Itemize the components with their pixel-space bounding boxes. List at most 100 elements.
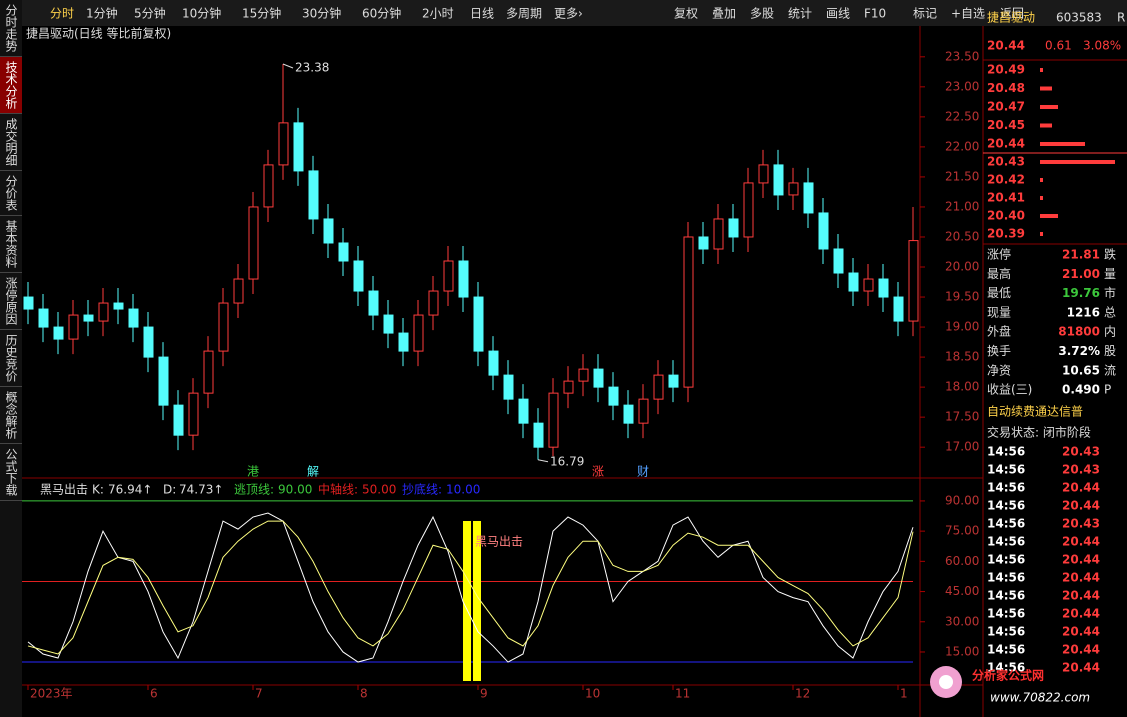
y-tick-label: 22.50 [945, 109, 979, 123]
stat-label: 净资 [987, 363, 1011, 377]
annotation-pointer [282, 63, 294, 69]
period-button[interactable]: 30分钟 [302, 6, 341, 21]
side-tabs: 分时走势 技术分析 成交明细 分价表 基本资料 涨停原因 历史竞价 概念解析 公式下载 [0, 0, 22, 717]
stat-value: 21.81 [1062, 248, 1100, 262]
candle-body [173, 404, 184, 436]
stat-label: 涨停 [987, 247, 1011, 262]
action-button[interactable]: 复权 [674, 7, 698, 21]
ask-volume-bar [1040, 68, 1043, 72]
action-button[interactable]: 统计 [788, 7, 812, 21]
tick-time: 14:56 [987, 499, 1025, 513]
side-tab[interactable]: 概念解析 [0, 387, 22, 444]
tick-price: 20.43 [1062, 445, 1100, 459]
action-button[interactable]: 叠加 [712, 7, 736, 21]
stat-suffix: P [1104, 383, 1111, 397]
action-button[interactable]: F10 [864, 7, 886, 21]
side-tab[interactable]: 分时走势 [0, 0, 22, 57]
side-tab[interactable]: 公式下载 [0, 444, 22, 501]
side-tab[interactable]: 技术分析 [0, 57, 22, 114]
tick-price: 20.44 [1062, 481, 1100, 495]
stat-value: 21.00 [1062, 267, 1100, 281]
tick-price: 20.44 [1062, 571, 1100, 585]
stat-value: 3.72% [1058, 344, 1100, 358]
candle-body [563, 380, 574, 394]
stat-label: 换手 [987, 344, 1011, 358]
candle-body [683, 236, 694, 388]
candle-body [23, 296, 34, 310]
tick-price: 20.44 [1062, 499, 1100, 513]
trade-status: 交易状态: 闭市阶段 [987, 425, 1091, 440]
candle-body [668, 374, 679, 388]
action-button[interactable]: 多股 [750, 7, 774, 21]
period-button[interactable]: 更多› [554, 7, 583, 21]
stat-value: 81800 [1058, 325, 1100, 339]
y-tick-label: 21.00 [945, 199, 979, 213]
candle-body [818, 212, 829, 250]
period-button[interactable]: 2小时 [422, 7, 454, 21]
period-button[interactable]: 日线 [470, 7, 494, 21]
kd-line [27, 520, 914, 655]
candle-body [833, 248, 844, 274]
watermark-url: www.70822.com [990, 691, 1090, 705]
tick-price: 20.43 [1062, 463, 1100, 477]
period-button[interactable]: 10分钟 [182, 6, 221, 21]
side-tab[interactable]: 基本资料 [0, 216, 22, 273]
candle-body [293, 122, 304, 172]
candle-body [203, 350, 214, 394]
annotation-label: 23.38 [295, 61, 329, 75]
ask-price: 20.45 [987, 118, 1025, 132]
x-tick-label: 10 [585, 687, 600, 701]
legend-name: K: [92, 483, 104, 497]
action-button[interactable]: 标记 [913, 7, 937, 21]
candle-body [728, 218, 739, 238]
candle-body [368, 290, 379, 316]
action-button[interactable]: 返回 [1000, 7, 1024, 21]
candle-body [638, 398, 649, 424]
candle-body [848, 272, 859, 292]
period-button[interactable]: 1分钟 [86, 6, 118, 21]
action-button[interactable]: +自选 [951, 7, 985, 21]
tick-time: 14:56 [987, 661, 1025, 675]
tick-price: 20.44 [1062, 625, 1100, 639]
x-tick-label: 12 [795, 687, 810, 701]
period-button[interactable]: 5分钟 [134, 6, 166, 21]
stat-value: 1216 [1067, 305, 1100, 319]
last-price: 20.44 [987, 39, 1025, 53]
stat-label: 最低 [987, 286, 1011, 300]
ask-price: 20.48 [987, 81, 1025, 95]
y-tick-label: 60.00 [945, 554, 979, 568]
y-tick-label: 17.00 [945, 440, 979, 454]
bid-price: 20.41 [987, 191, 1025, 205]
side-tab[interactable]: 分价表 [0, 171, 22, 216]
tick-time: 14:56 [987, 553, 1025, 567]
period-button[interactable]: 分时 [50, 7, 74, 21]
period-button[interactable]: 60分钟 [362, 6, 401, 21]
y-tick-label: 18.50 [945, 350, 979, 364]
candle-body [413, 314, 424, 352]
annotation-pointer [537, 459, 549, 463]
side-tab[interactable]: 成交明细 [0, 114, 22, 171]
stat-label: 最高 [987, 266, 1011, 281]
candle-body [788, 182, 799, 196]
action-button[interactable]: 画线 [826, 7, 850, 21]
tick-price: 20.44 [1062, 589, 1100, 603]
period-button[interactable]: 多周期 [506, 7, 542, 21]
tick-price: 20.43 [1062, 517, 1100, 531]
side-tab[interactable]: 涨停原因 [0, 273, 22, 330]
y-tick-label: 23.00 [945, 79, 979, 93]
candle-body [893, 296, 904, 322]
tick-time: 14:56 [987, 589, 1025, 603]
period-button[interactable]: 15分钟 [242, 6, 281, 21]
candle-body [233, 278, 244, 304]
candle-body [758, 164, 769, 184]
tick-time: 14:56 [987, 625, 1025, 639]
y-tick-label: 21.50 [945, 169, 979, 183]
legend-value: 76.94↑ [108, 483, 152, 497]
side-tab[interactable]: 历史竞价 [0, 330, 22, 387]
candle-body [713, 218, 724, 250]
candle-body [803, 182, 814, 214]
candle-body [263, 164, 274, 208]
candle-body [878, 278, 889, 298]
stat-suffix: 内 [1104, 325, 1116, 339]
